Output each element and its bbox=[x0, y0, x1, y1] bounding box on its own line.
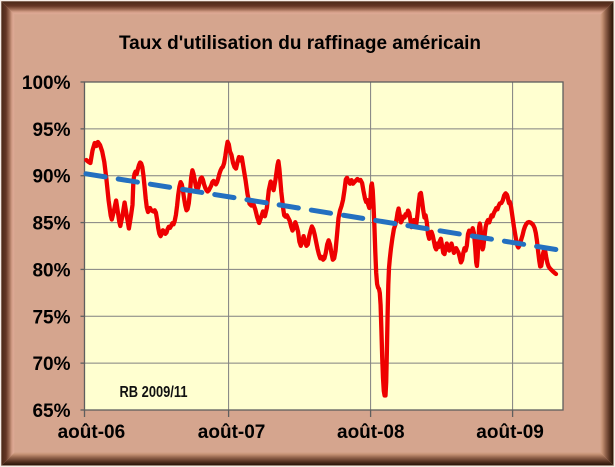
svg-text:RB 2009/11: RB 2009/11 bbox=[120, 384, 188, 401]
svg-text:85%: 85% bbox=[32, 214, 70, 235]
svg-text:août-08: août-08 bbox=[337, 422, 405, 443]
svg-text:75%: 75% bbox=[32, 307, 70, 328]
svg-text:Taux d'utilisation du raffinag: Taux d'utilisation du raffinage américai… bbox=[119, 33, 481, 54]
svg-text:65%: 65% bbox=[32, 401, 70, 422]
svg-text:août-07: août-07 bbox=[198, 422, 266, 443]
svg-text:août-09: août-09 bbox=[476, 422, 544, 443]
svg-text:90%: 90% bbox=[32, 167, 70, 188]
svg-text:70%: 70% bbox=[32, 354, 70, 375]
svg-text:80%: 80% bbox=[32, 260, 70, 281]
svg-text:95%: 95% bbox=[32, 120, 70, 141]
svg-text:août-06: août-06 bbox=[58, 422, 126, 443]
svg-text:100%: 100% bbox=[22, 73, 71, 94]
